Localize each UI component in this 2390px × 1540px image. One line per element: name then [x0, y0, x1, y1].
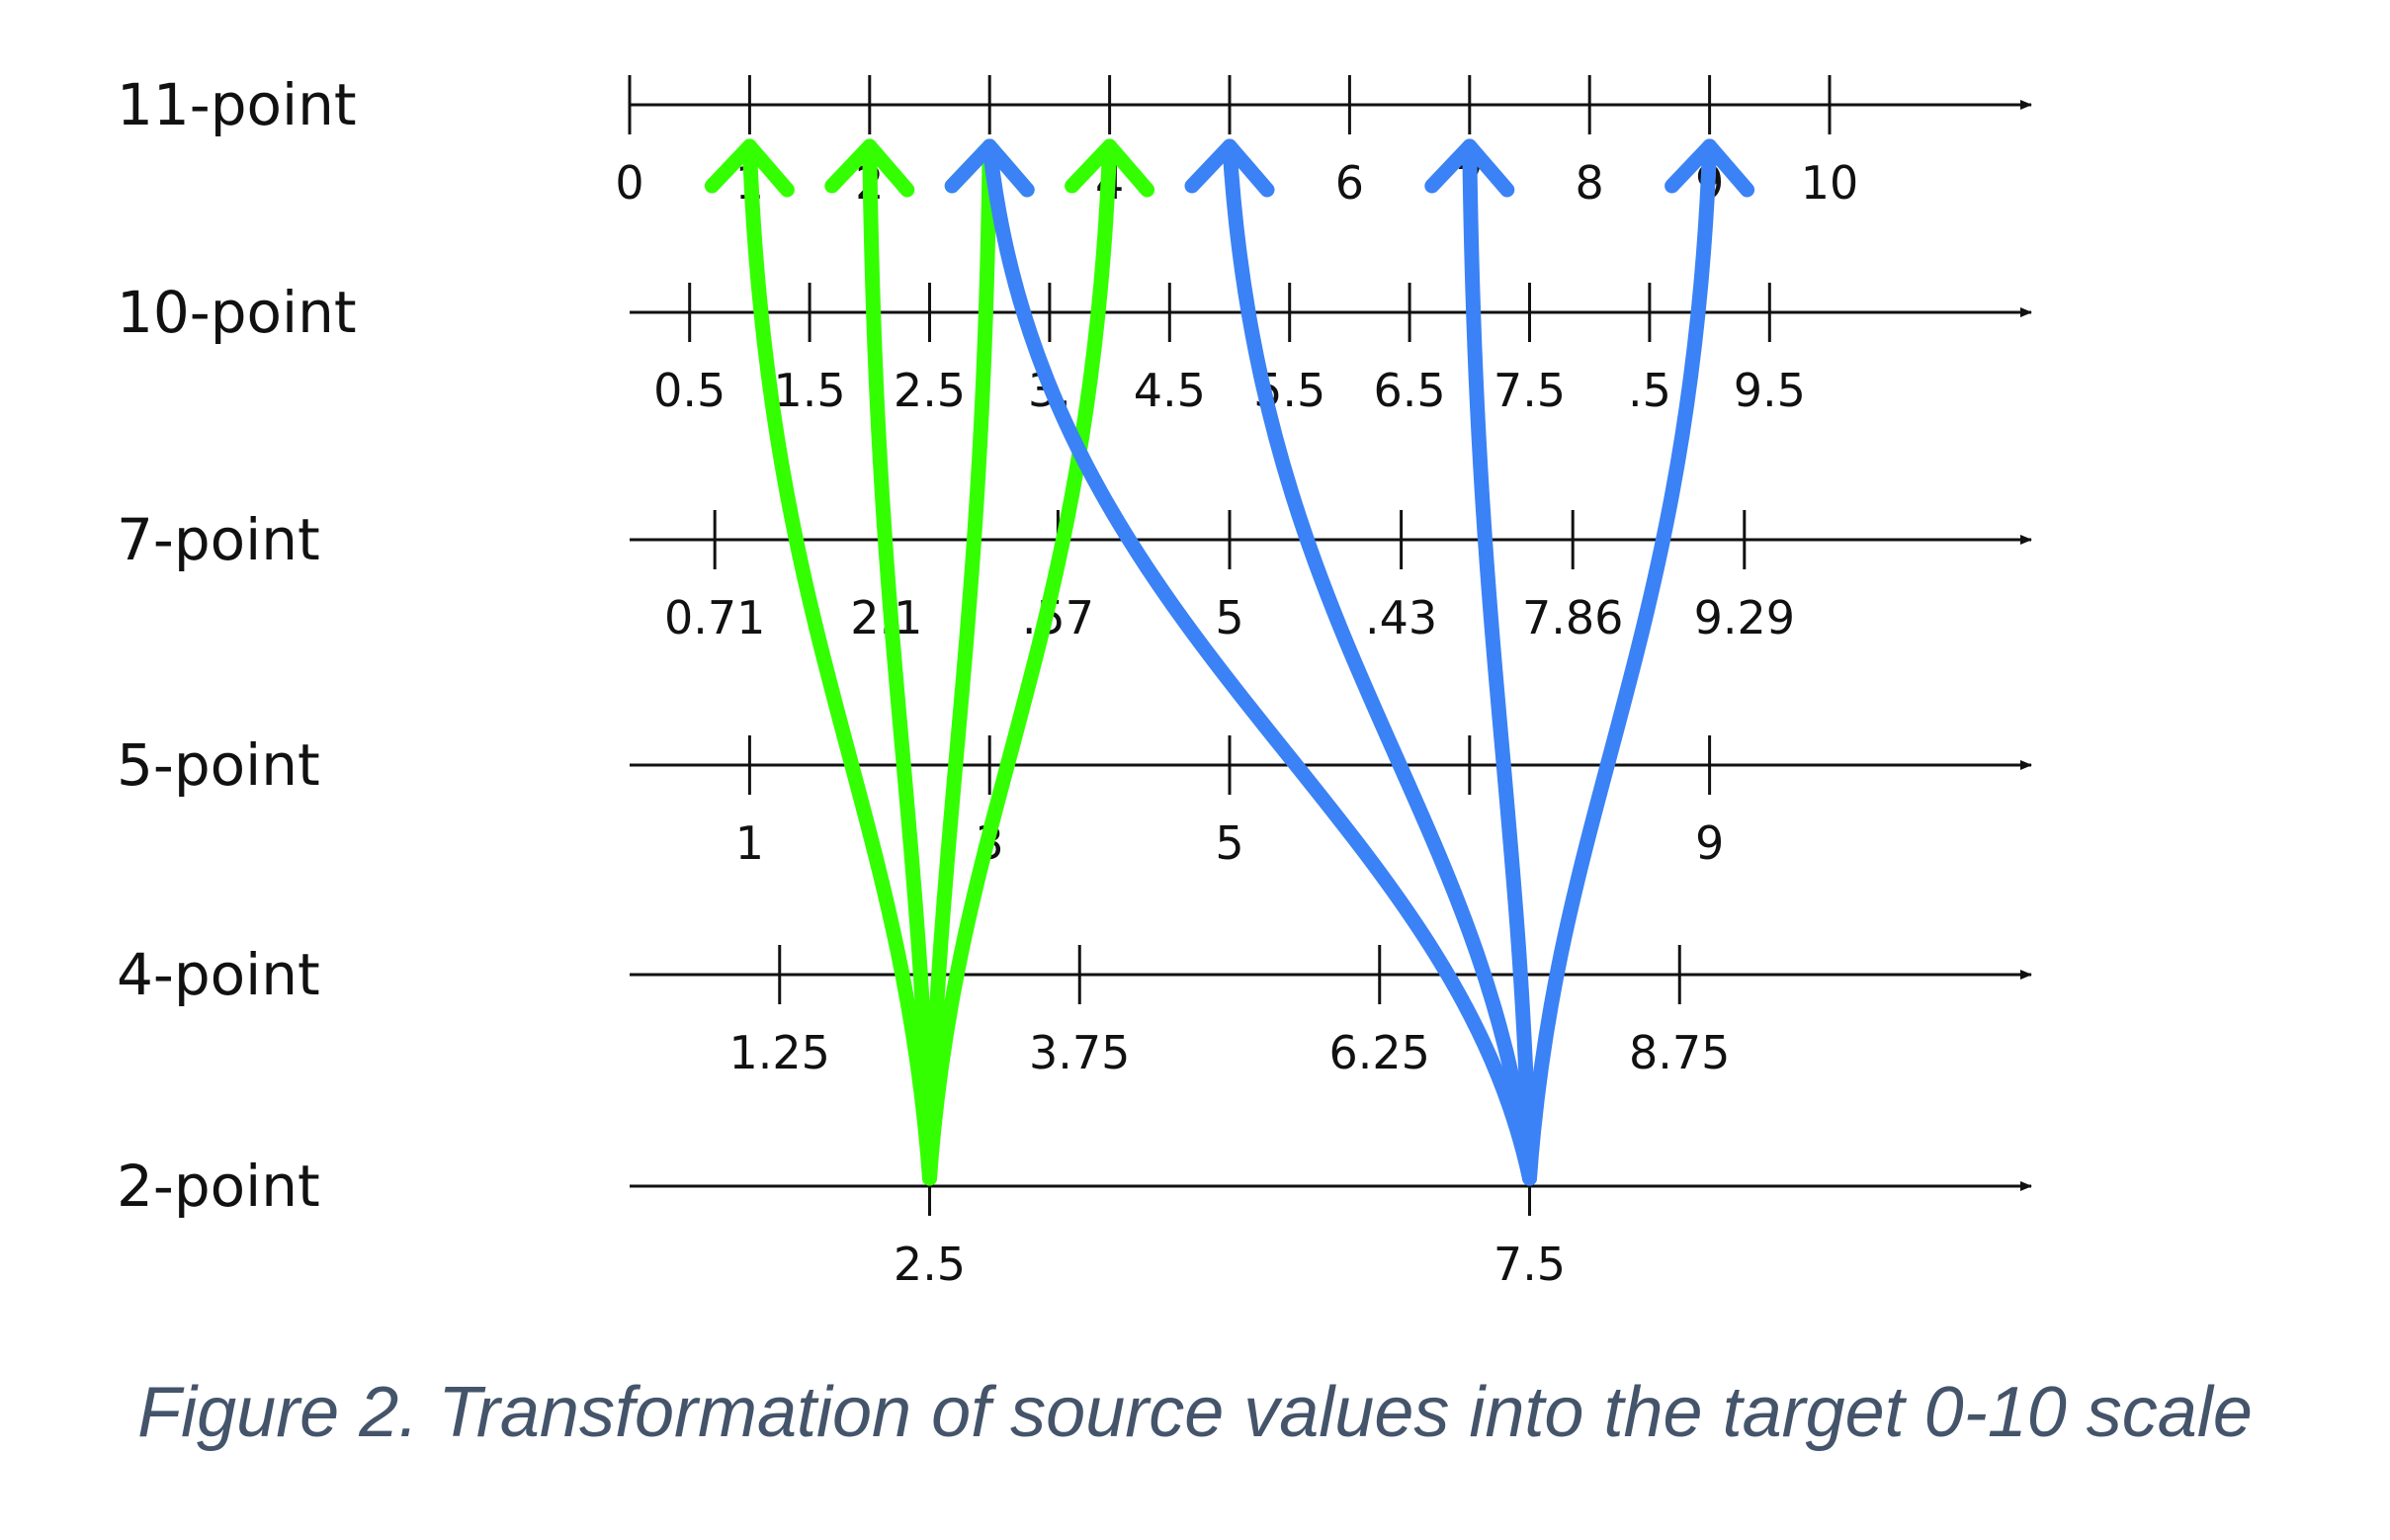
tick-label: 2.5 [894, 364, 966, 417]
tick-label: 8.75 [1629, 1026, 1730, 1079]
scale-name: 4-point [117, 941, 320, 1008]
tick-label: 8 [1576, 156, 1604, 210]
tick-label: 10 [1801, 156, 1859, 210]
scale-name: 5-point [117, 731, 320, 799]
transform-arrow [741, 138, 937, 1186]
tick-label: 2.5 [894, 1238, 966, 1291]
green-arrow-group [704, 138, 1155, 1186]
transform-arrowhead [944, 138, 1035, 198]
tick-label: 7.5 [1494, 364, 1566, 417]
transform-arrow [982, 138, 1537, 1186]
transform-arrow [922, 138, 1118, 1186]
tick-label: 3.75 [1029, 1026, 1130, 1079]
scale-name: 10-point [117, 279, 357, 346]
transform-arrowhead [704, 138, 795, 198]
tick-label: 7.86 [1522, 591, 1623, 644]
tick-label: 1.5 [774, 364, 846, 417]
transform-arrowhead [1424, 138, 1515, 198]
scale-name: 7-point [117, 506, 320, 573]
scale-name: 11-point [117, 71, 357, 138]
tick-label: 9.5 [1734, 364, 1806, 417]
scale-name: 2-point [117, 1153, 320, 1220]
transform-arrow [922, 138, 997, 1186]
tick-label: 6.25 [1329, 1026, 1430, 1079]
tick-label: 5 [1215, 816, 1243, 870]
scale-row-2-point: 2-point 2.5 7.5 [117, 1153, 2032, 1291]
tick-label: 1 [735, 816, 764, 870]
tick-label: 1.25 [729, 1026, 830, 1079]
tick-label: 0.71 [664, 591, 765, 644]
tick-label: .57 [1022, 591, 1094, 644]
transform-arrow [1222, 138, 1537, 1186]
transform-arrowhead [824, 138, 915, 198]
transform-arrowhead [1184, 138, 1275, 198]
blue-arrow-group [944, 138, 1755, 1186]
transform-arrowhead [1065, 138, 1155, 198]
transform-arrow [862, 138, 937, 1186]
transform-arrow [1462, 138, 1537, 1186]
tick-label: 7.5 [1494, 1238, 1566, 1291]
tick-label: 6.5 [1374, 364, 1446, 417]
tick-label: .5 [1628, 364, 1671, 417]
transformation-arrows [704, 138, 1755, 1186]
tick-label: 0.5 [653, 364, 726, 417]
tick-label: 6 [1335, 156, 1364, 210]
tick-label: 9 [1695, 816, 1724, 870]
transform-arrow [1522, 138, 1718, 1186]
tick-label: 5 [1215, 591, 1243, 644]
scale-row-4-point: 4-point 1.25 3.75 6.25 8.75 [117, 941, 2032, 1079]
figure-caption: Figure 2. Transformation of source value… [137, 1373, 2253, 1452]
tick-label: 4.5 [1134, 364, 1206, 417]
tick-label: 9.29 [1694, 591, 1795, 644]
tick-label: 0 [615, 156, 643, 210]
tick-label: .43 [1365, 591, 1437, 644]
transform-arrowhead [1664, 138, 1755, 198]
